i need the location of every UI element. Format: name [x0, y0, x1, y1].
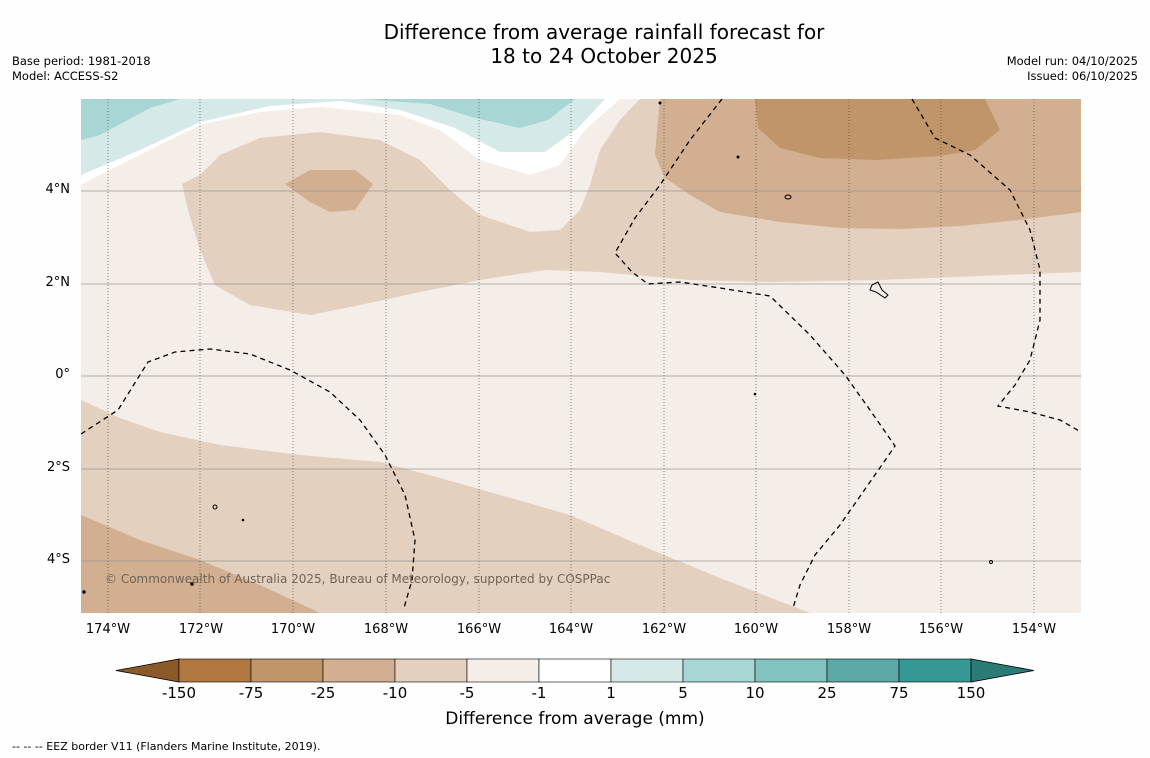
colorbar-tick-label: 25 [817, 684, 837, 702]
colorbar-segment [322, 658, 396, 683]
lon-label: 160°W [733, 622, 779, 637]
colorbar-tick-label: 10 [745, 684, 765, 702]
lon-label: 170°W [270, 622, 316, 637]
eez-border-east [911, 99, 1081, 433]
colorbar-tick-label: -5 [459, 684, 475, 702]
colorbar-tick-label: 1 [606, 684, 616, 702]
gridlines [81, 190, 1081, 562]
island [989, 560, 993, 564]
shade-dry-southwest [81, 515, 320, 613]
colorbar-tick-label: -25 [310, 684, 336, 702]
colorbar-segment [754, 658, 828, 683]
colorbar-extend-low [115, 658, 180, 683]
lon-label: 172°W [178, 622, 224, 637]
lon-label: 158°W [826, 622, 872, 637]
colorbar-tick-label: -1 [531, 684, 547, 702]
base-period-text: Base period: 1981-2018 [12, 54, 151, 68]
shade-dry-northeast-core [755, 99, 1000, 160]
colorbar-tick-label: 5 [678, 684, 688, 702]
lon-label: 164°W [548, 622, 594, 637]
island [869, 281, 889, 299]
map-title: Difference from average rainfall forecas… [0, 20, 1150, 68]
meta-right: Model run: 04/10/2025 Issued: 06/10/2025 [1007, 54, 1138, 84]
lon-label: 168°W [363, 622, 409, 637]
lat-label: 4°S [46, 552, 70, 567]
island [753, 392, 757, 396]
lon-label: 154°W [1011, 622, 1057, 637]
issued-text: Issued: 06/10/2025 [1027, 69, 1138, 83]
colorbar-segment [610, 658, 684, 683]
island [736, 155, 740, 159]
colorbar-tick-label: 150 [956, 684, 986, 702]
island [190, 582, 194, 586]
lon-label: 174°W [85, 622, 131, 637]
island [212, 504, 218, 510]
colorbar-segment [394, 658, 468, 683]
colorbar-tick-label: -10 [382, 684, 408, 702]
eez-borders [81, 99, 1081, 609]
colorbar-tick-label: -75 [238, 684, 264, 702]
island [784, 194, 792, 200]
island [82, 590, 86, 594]
lon-label: 156°W [918, 622, 964, 637]
colorbar-segment [538, 658, 612, 683]
colorbar-segment [898, 658, 972, 683]
title-line-2: 18 to 24 October 2025 [490, 44, 718, 68]
model-run-text: Model run: 04/10/2025 [1006, 54, 1138, 68]
colorbar-extend-high [970, 658, 1035, 683]
model-text: Model: ACCESS-S2 [12, 69, 119, 83]
shade-wet-light [81, 99, 605, 175]
colorbar-segment [682, 658, 756, 683]
colorbar-segment [826, 658, 900, 683]
copyright-text: © Commonwealth of Australia 2025, Bureau… [105, 572, 611, 586]
shade-wet-mid [81, 99, 575, 140]
lat-label: 2°N [45, 275, 71, 290]
colorbar-tick-label: 75 [889, 684, 909, 702]
colorbar-segment [178, 658, 252, 683]
map-shading [81, 99, 1081, 613]
colorbar-segment [466, 658, 540, 683]
island [658, 101, 662, 105]
island [241, 518, 245, 522]
colorbar-segment [250, 658, 324, 683]
lat-label: 2°S [46, 460, 70, 475]
lon-label: 162°W [641, 622, 687, 637]
eez-border-west [81, 348, 416, 609]
shade-dry-south [81, 400, 810, 613]
colorbar-tick-label: -150 [161, 684, 197, 702]
lat-label: 0° [55, 367, 70, 382]
eez-border-central [614, 99, 896, 609]
lon-label: 166°W [456, 622, 502, 637]
eez-legend-note: -- -- -- EEZ border V11 (Flanders Marine… [12, 740, 321, 753]
colorbar [115, 658, 1035, 683]
islands [82, 101, 993, 594]
colorbar-title: Difference from average (mm) [445, 709, 705, 729]
lat-label: 4°N [45, 182, 71, 197]
meta-left: Base period: 1981-2018 Model: ACCESS-S2 [12, 54, 151, 84]
title-line-1: Difference from average rainfall forecas… [383, 20, 825, 44]
